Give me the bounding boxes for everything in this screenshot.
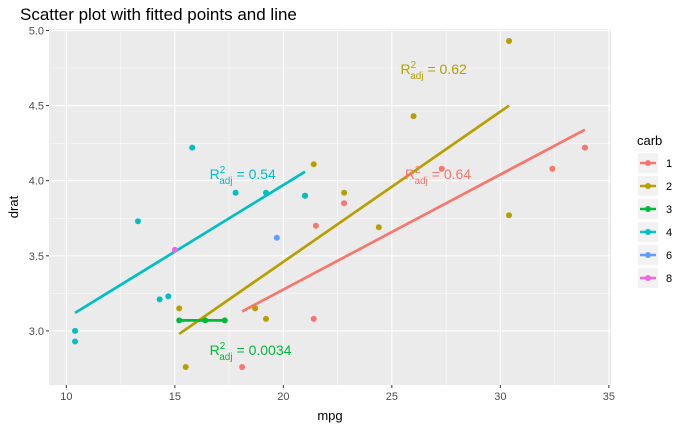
legend-item-4: 4 [638, 222, 672, 242]
point-carb-1 [341, 200, 348, 207]
point-carb-4 [189, 144, 196, 151]
legend-item-8: 8 [638, 268, 672, 288]
legend-key-point [645, 275, 651, 281]
plot-panel [49, 29, 611, 385]
y-axis-title: drat [6, 195, 21, 218]
point-carb-2 [182, 363, 189, 370]
legend-label: 8 [666, 273, 672, 285]
point-carb-4 [165, 293, 172, 300]
major-gridlines [49, 29, 611, 385]
point-carb-4 [72, 327, 79, 334]
data-points [72, 38, 588, 370]
point-carb-1 [438, 165, 445, 172]
legend-label: 1 [666, 158, 672, 170]
point-carb-3 [176, 317, 183, 324]
x-tick-label: 25 [386, 391, 398, 403]
point-carb-4 [134, 218, 141, 225]
point-carb-2 [341, 189, 348, 196]
point-carb-1 [310, 315, 317, 322]
fit-line-carb-1 [241, 128, 586, 313]
point-carb-2 [410, 113, 417, 120]
point-carb-2 [176, 305, 183, 312]
legend-item-1: 1 [638, 153, 672, 173]
point-carb-4 [232, 189, 239, 196]
x-tick-label: 10 [60, 391, 72, 403]
point-carb-1 [239, 363, 246, 370]
y-axis: 3.0 3.5 4.0 4.5 5.0 [29, 26, 49, 338]
point-carb-1 [549, 165, 556, 172]
point-carb-4 [72, 338, 79, 345]
legend: carb 1 2 3 4 6 8 [637, 133, 672, 288]
r2-label-carb-4: R2 adj = 0.54 [210, 165, 276, 187]
x-tick-label: 30 [494, 391, 506, 403]
point-carb-2 [310, 161, 317, 168]
chart-title: Scatter plot with fitted points and line [20, 5, 297, 24]
fit-line-carb-2 [178, 104, 510, 336]
point-carb-2 [506, 212, 513, 219]
r2-label-carb-1: R2 adj = 0.64 [405, 165, 471, 187]
x-axis-title: mpg [317, 408, 342, 423]
legend-item-3: 3 [638, 199, 672, 219]
y-tick-label: 3.5 [29, 251, 44, 263]
point-carb-2 [506, 38, 513, 45]
r2-label-carb-2: R2 adj = 0.62 [401, 60, 467, 82]
point-carb-4 [156, 296, 163, 303]
x-tick-label: 20 [277, 391, 289, 403]
point-carb-3 [202, 317, 209, 324]
point-carb-4 [302, 192, 309, 199]
legend-key-point [645, 229, 651, 235]
y-tick-label: 5.0 [29, 26, 44, 38]
point-carb-2 [375, 224, 382, 231]
legend-label: 4 [666, 227, 672, 239]
r2-annotations: R2 adj = 0.64 R2 adj = 0.62 R2 adj = 0.0034 R2… [210, 60, 472, 363]
point-carb-8 [171, 246, 178, 253]
legend-label: 6 [666, 250, 672, 262]
legend-title: carb [637, 133, 662, 148]
y-tick-label: 4.0 [29, 176, 44, 188]
point-carb-2 [262, 315, 269, 322]
point-carb-6 [273, 234, 280, 241]
y-tick-label: 3.0 [29, 326, 44, 338]
minor-gridlines [49, 29, 611, 385]
x-tick-label: 35 [603, 391, 615, 403]
legend-key-point [645, 206, 651, 212]
point-carb-3 [221, 317, 228, 324]
point-carb-4 [262, 189, 269, 196]
x-axis: 10 15 20 25 30 35 [60, 385, 615, 403]
legend-label: 2 [666, 181, 672, 193]
r2-label-carb-3: R2 adj = 0.0034 [210, 341, 292, 363]
point-carb-2 [252, 305, 259, 312]
legend-item-2: 2 [638, 176, 672, 196]
legend-label: 3 [666, 204, 672, 216]
point-carb-1 [581, 144, 588, 151]
x-tick-label: 15 [169, 391, 181, 403]
legend-key-point [645, 183, 651, 189]
y-tick-label: 4.5 [29, 101, 44, 113]
legend-item-6: 6 [638, 245, 672, 265]
point-carb-1 [312, 222, 319, 229]
legend-key-point [645, 252, 651, 258]
legend-key-point [645, 160, 651, 166]
